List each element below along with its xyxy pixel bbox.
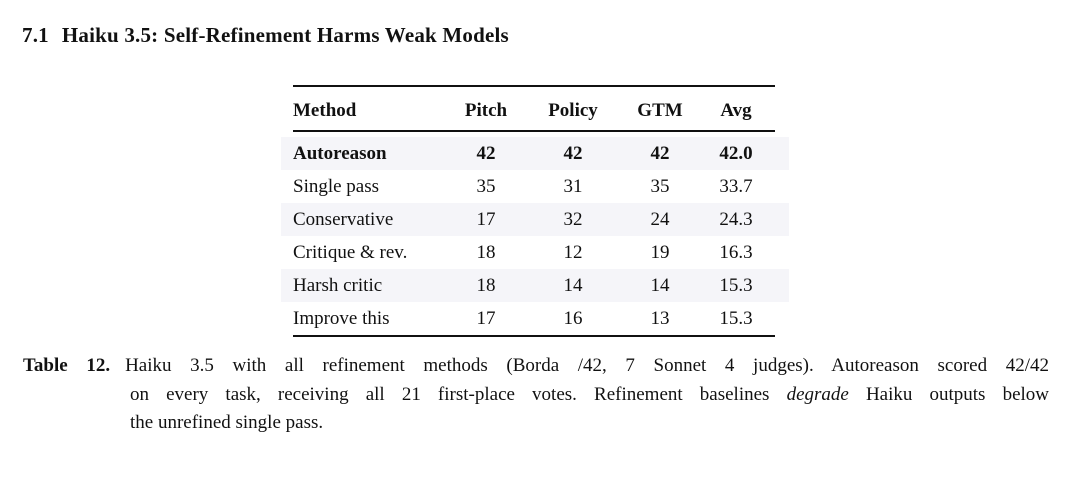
table-row: Critique & rev. 18 12 19 16.3 <box>281 236 789 269</box>
cell-avg: 24.3 <box>719 208 753 230</box>
section-number: 7.1 <box>22 23 49 47</box>
caption-label: Table 12. <box>23 355 111 376</box>
cell-method: Autoreason <box>293 142 387 164</box>
caption-text: the unrefined single pass. <box>130 412 324 433</box>
cell-gtm: 24 <box>650 208 670 230</box>
cell-policy: 14 <box>563 274 583 296</box>
cell-avg: 15.3 <box>719 274 753 296</box>
table-row: Autoreason 42 42 42 42.0 <box>281 137 789 170</box>
table-row: Conservative 17 32 24 24.3 <box>281 203 789 236</box>
section-heading: 7.1 Haiku 3.5: Self-Refinement Harms Weak… <box>22 23 509 48</box>
results-table-grid: Method Pitch Policy GTM Avg Autoreason 4… <box>281 85 789 335</box>
cell-pitch: 35 <box>476 175 496 197</box>
cell-avg: 42.0 <box>719 142 753 164</box>
column-header-avg: Avg <box>720 100 752 121</box>
cell-method: Harsh critic <box>293 274 383 296</box>
cell-policy: 42 <box>563 142 583 164</box>
column-header-policy: Policy <box>548 100 598 121</box>
cell-gtm: 14 <box>650 274 670 296</box>
caption-line-1: Table 12. Haiku 3.5 with all refinement m… <box>23 352 1049 381</box>
table-top-rule <box>293 85 775 87</box>
caption-text: Haiku outputs below <box>865 383 1050 405</box>
cell-method: Single pass <box>293 175 380 197</box>
cell-pitch: 17 <box>476 307 496 329</box>
table-row: Improve this 17 16 13 15.3 <box>281 302 789 335</box>
column-header-pitch: Pitch <box>464 100 508 121</box>
cell-policy: 32 <box>563 208 583 230</box>
caption-text-italic: degrade <box>786 383 849 405</box>
table-bottom-rule <box>293 335 775 337</box>
column-header-gtm: GTM <box>637 100 683 121</box>
section-title: Haiku 3.5: Self-Refinement Harms Weak Mo… <box>61 23 509 47</box>
table-row: Harsh critic 18 14 14 15.3 <box>281 269 789 302</box>
cell-gtm: 19 <box>650 241 670 263</box>
cell-policy: 12 <box>563 241 583 263</box>
cell-pitch: 18 <box>476 274 496 296</box>
cell-method: Conservative <box>293 208 394 230</box>
cell-gtm: 42 <box>650 142 670 164</box>
table-caption: Table 12. Haiku 3.5 with all refinement m… <box>23 352 1049 438</box>
results-table: Method Pitch Policy GTM Avg Autoreason 4… <box>281 85 789 337</box>
table-header-row: Method Pitch Policy GTM Avg <box>281 85 789 137</box>
cell-policy: 31 <box>563 175 583 197</box>
column-header-method: Method <box>293 100 357 121</box>
table-header-rule <box>293 130 775 132</box>
cell-pitch: 42 <box>476 142 496 164</box>
cell-method: Improve this <box>293 307 390 329</box>
cell-avg: 15.3 <box>719 307 753 329</box>
cell-policy: 16 <box>563 307 583 329</box>
caption-text: Haiku 3.5 with all refinement methods (B… <box>125 355 1049 376</box>
cell-method: Critique & rev. <box>293 241 408 263</box>
cell-gtm: 13 <box>650 307 670 329</box>
cell-avg: 33.7 <box>719 175 753 197</box>
caption-line-3: the unrefined single pass. <box>130 409 1049 438</box>
caption-line-2: on every task, receiving all 21 first-pl… <box>130 381 1049 410</box>
cell-gtm: 35 <box>650 175 670 197</box>
cell-pitch: 17 <box>476 208 496 230</box>
cell-avg: 16.3 <box>719 241 753 263</box>
cell-pitch: 18 <box>476 241 496 263</box>
table-row: Single pass 35 31 35 33.7 <box>281 170 789 203</box>
caption-text: on every task, receiving all 21 first-pl… <box>130 383 770 405</box>
